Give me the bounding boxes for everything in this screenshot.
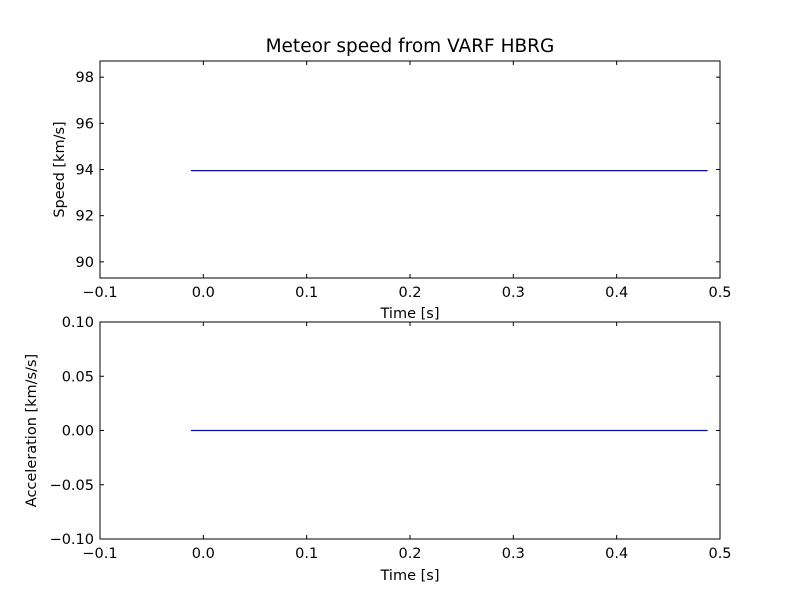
speed-axes-frame xyxy=(99,60,721,279)
acceleration-axes-frame xyxy=(99,321,721,540)
speed-subplot: Meteor speed from VARF HBRG −0.1 0.0 0.1 0.… xyxy=(52,36,732,322)
speed-y-tick-label: 94 xyxy=(76,163,94,179)
acceleration-x-tick-label: 0.4 xyxy=(605,546,628,562)
speed-y-axis-label: Speed [km/s] xyxy=(52,121,68,217)
acceleration-x-tick-label: 0.3 xyxy=(502,546,525,562)
speed-x-tick-label: 0.5 xyxy=(708,285,731,301)
acceleration-x-tick-label: 0.0 xyxy=(192,546,215,562)
acceleration-ticks: −0.1 0.0 0.1 0.2 0.3 0.4 0.5 −0.10 −0.05 0.00 0.05… xyxy=(50,315,732,562)
speed-x-tick-label: 0.1 xyxy=(295,285,318,301)
speed-x-tick-label: 0.2 xyxy=(398,285,421,301)
acceleration-x-axis-label: Time [s] xyxy=(380,568,440,584)
chart-title: Meteor speed from VARF HBRG xyxy=(266,36,555,57)
acceleration-y-tick-label: 0.05 xyxy=(62,369,94,385)
acceleration-subplot: −0.1 0.0 0.1 0.2 0.3 0.4 0.5 −0.10 −0.05 0.00 0.05… xyxy=(24,315,732,584)
acceleration-y-tick-label: 0.00 xyxy=(62,424,94,440)
speed-y-tick-label: 90 xyxy=(76,255,94,271)
acceleration-x-tick-label: 0.1 xyxy=(295,546,318,562)
speed-x-axis-label: Time [s] xyxy=(380,306,440,322)
speed-x-tick-label: 0.3 xyxy=(502,285,525,301)
speed-x-tick-label: 0.0 xyxy=(192,285,215,301)
speed-y-tick-label: 92 xyxy=(76,209,94,225)
speed-x-tick-label: 0.4 xyxy=(605,285,628,301)
speed-x-tick-label: −0.1 xyxy=(82,285,117,301)
acceleration-y-tick-label: −0.05 xyxy=(50,478,94,494)
acceleration-x-tick-label: −0.1 xyxy=(82,546,117,562)
acceleration-y-axis-label: Acceleration [km/s/s] xyxy=(24,354,40,507)
acceleration-y-tick-label: 0.10 xyxy=(62,315,94,331)
acceleration-x-tick-label: 0.5 xyxy=(708,546,731,562)
speed-y-tick-label: 96 xyxy=(76,116,94,132)
speed-y-tick-label: 98 xyxy=(76,70,94,86)
speed-ticks: −0.1 0.0 0.1 0.2 0.3 0.4 0.5 90 92 94 96 98 xyxy=(76,61,732,301)
acceleration-y-tick-label: −0.10 xyxy=(50,532,94,548)
acceleration-x-tick-label: 0.2 xyxy=(398,546,421,562)
